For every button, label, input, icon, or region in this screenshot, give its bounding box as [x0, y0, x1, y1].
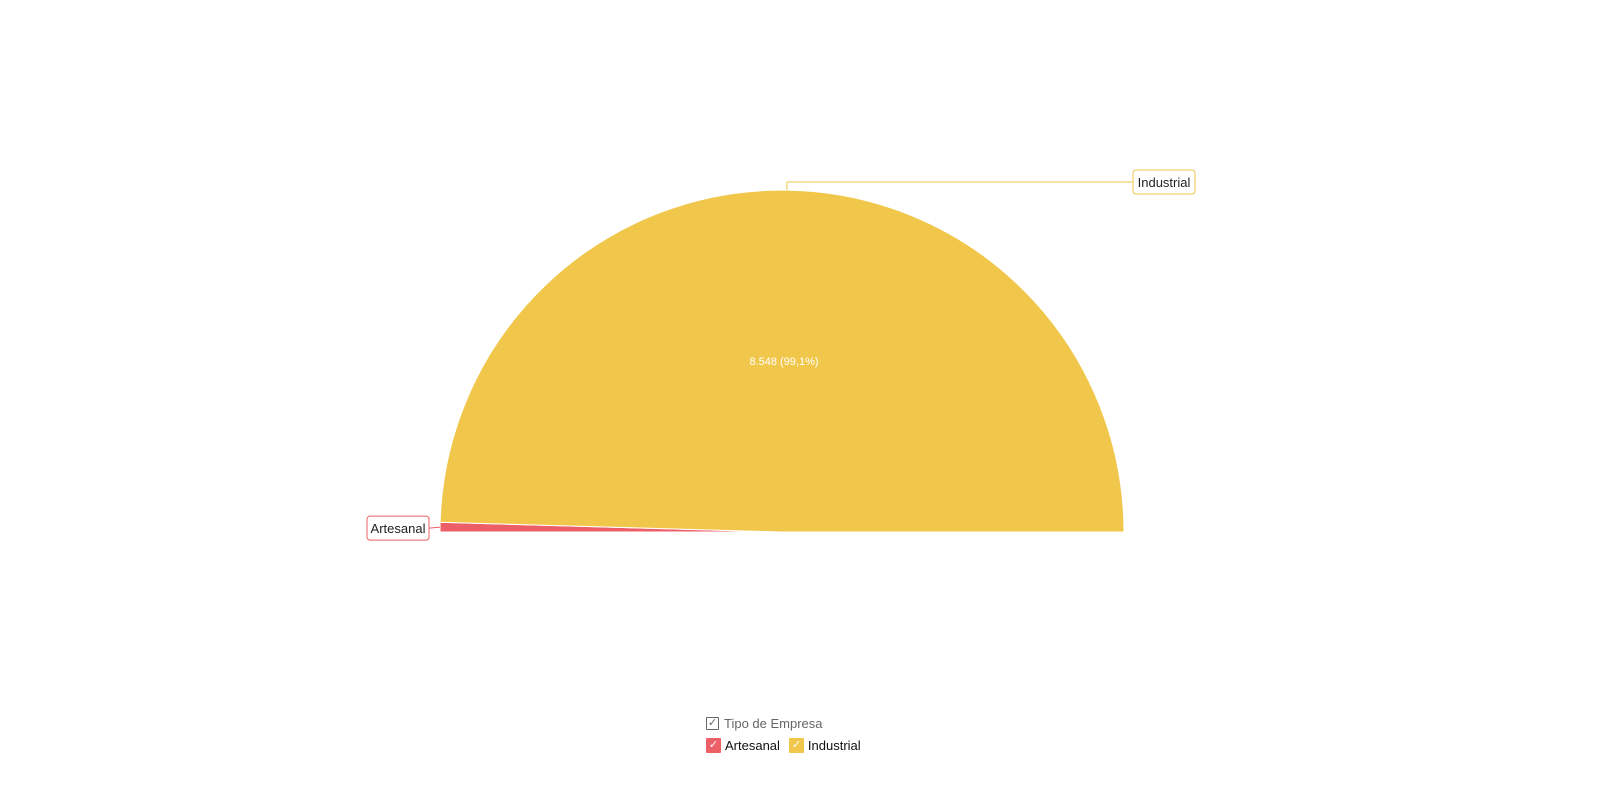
legend-item-industrial[interactable]: ✓ Industrial: [788, 738, 861, 753]
legend: ✓ Tipo de Empresa ✓ Artesanal ✓ Industri…: [706, 714, 870, 753]
callout-line-industrial: [786, 181, 1133, 190]
legend-items: ✓ Artesanal ✓ Industrial: [706, 738, 870, 753]
legend-label-industrial: Industrial: [807, 738, 861, 753]
legend-label-artesanal: Artesanal: [725, 738, 780, 753]
legend-checkbox-artesanal-icon[interactable]: ✓: [706, 738, 721, 753]
callout-label-industrial: Industrial: [1138, 175, 1191, 190]
callout-box-industrial: [1132, 169, 1196, 195]
slice-industrial[interactable]: [439, 189, 1125, 533]
legend-title-checkbox-icon[interactable]: ✓: [706, 716, 719, 730]
callout-label-artesanal: Artesanal: [371, 521, 426, 536]
legend-title-toggle[interactable]: ✓ Tipo de Empresa: [706, 714, 870, 732]
pie-slices: [439, 189, 1125, 533]
slice-value-label-industrial: 8.548 (99,1%): [749, 356, 818, 368]
callout-line-artesanal: [428, 526, 441, 529]
legend-title: Tipo de Empresa: [724, 715, 823, 731]
legend-item-artesanal[interactable]: ✓ Artesanal: [706, 738, 780, 753]
pie-labels: Artesanal 8.548 (99,1%) Industrial: [366, 169, 1196, 541]
legend-checkbox-industrial-icon[interactable]: ✓: [788, 738, 804, 753]
callout-box-artesanal: [366, 515, 430, 541]
